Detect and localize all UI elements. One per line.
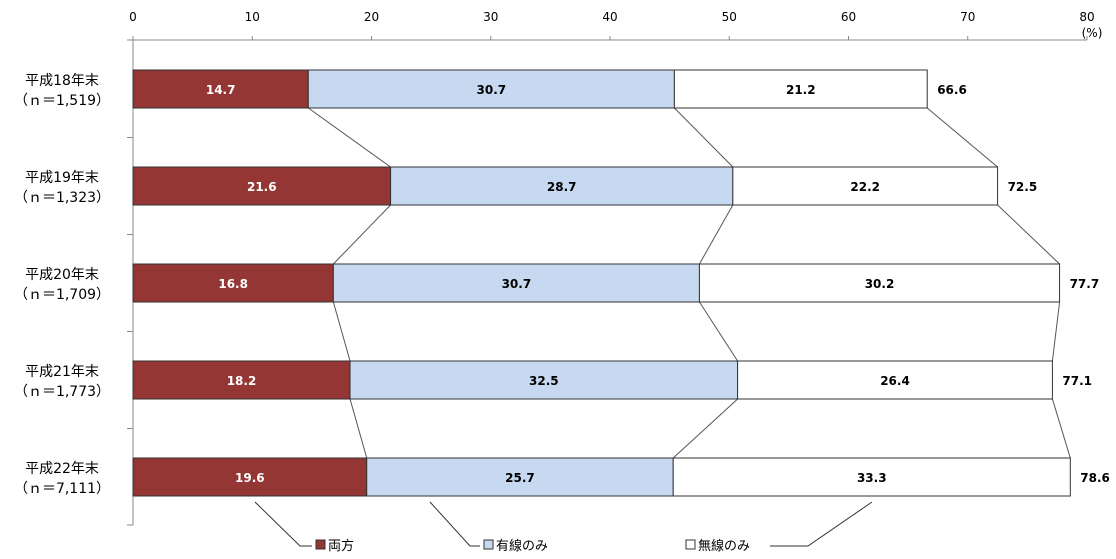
bar-total-label: 77.1	[1062, 374, 1092, 388]
x-tick-label: 0	[129, 10, 137, 24]
bar-segment	[698, 263, 1061, 303]
connector-layer	[308, 107, 1071, 459]
connector-line	[349, 398, 368, 459]
connector-line	[699, 204, 734, 265]
bar-value-label: 16.8	[218, 277, 248, 291]
bar-segment	[737, 360, 1053, 400]
connector-line	[674, 107, 734, 168]
bar-segment	[349, 360, 739, 400]
bar-value-label: 22.2	[850, 180, 880, 194]
category-sample-size: （ｎ＝1,773）	[14, 384, 110, 400]
bar-segment	[732, 166, 999, 206]
connector-line	[926, 107, 998, 168]
label-layer: 平成18年末 （ｎ＝1,519） 平成19年末 （ｎ＝1,323） 平成20年末 （ｎ＝1…	[14, 73, 1110, 497]
connector-line	[1051, 301, 1061, 362]
legend-swatch	[483, 539, 494, 550]
bar-total-label: 78.6	[1080, 471, 1110, 485]
legend-label: 両方	[328, 538, 354, 554]
bar-value-label: 14.7	[206, 83, 236, 97]
bar-segment	[390, 166, 734, 206]
bar-segment	[673, 69, 928, 109]
connector-line	[699, 301, 739, 362]
bar-value-label: 18.2	[227, 374, 257, 388]
bar-segment	[132, 166, 392, 206]
legend-swatch	[685, 539, 696, 550]
connector-line	[332, 204, 391, 265]
x-tick-label: 40	[602, 10, 617, 24]
connector-line	[1051, 398, 1071, 459]
connector-line	[672, 398, 738, 459]
bar-segment	[132, 69, 309, 109]
legend-leader-line	[770, 501, 873, 547]
x-tick-label: 30	[483, 10, 498, 24]
legend-label: 有線のみ	[496, 538, 548, 554]
bar-value-label: 21.6	[247, 180, 277, 194]
bar-value-label: 28.7	[547, 180, 577, 194]
x-axis-unit-label: (%)	[1082, 26, 1103, 40]
bar-value-label: 21.2	[786, 83, 816, 97]
category-label: 平成21年末	[25, 364, 99, 380]
bar-segment	[132, 457, 368, 497]
legend: 両方 有線のみ 無線のみ	[254, 501, 873, 554]
bar-segment	[332, 263, 700, 303]
bar-value-label: 30.2	[865, 277, 895, 291]
legend-leader-line	[429, 501, 480, 547]
bar-value-label: 30.7	[477, 83, 507, 97]
category-sample-size: （ｎ＝1,519）	[14, 93, 110, 109]
x-tick-label: 60	[841, 10, 856, 24]
bar-value-label: 33.3	[857, 471, 887, 485]
category-label: 平成20年末	[25, 267, 99, 283]
x-tick-label: 50	[722, 10, 737, 24]
category-sample-size: （ｎ＝7,111）	[14, 481, 110, 497]
bar-segment	[307, 69, 675, 109]
bar-value-label: 30.7	[502, 277, 532, 291]
category-sample-size: （ｎ＝1,709）	[14, 287, 110, 303]
bar-segment	[132, 360, 351, 400]
bar-value-label: 25.7	[505, 471, 535, 485]
bar-segment	[672, 457, 1071, 497]
legend-swatch	[315, 539, 326, 550]
bar-value-label: 32.5	[529, 374, 559, 388]
x-tick-label: 70	[960, 10, 975, 24]
bar-value-label: 19.6	[235, 471, 265, 485]
connector-line	[997, 204, 1060, 265]
bar-value-label: 26.4	[880, 374, 910, 388]
bar-segment	[132, 263, 334, 303]
bar-segment	[366, 457, 674, 497]
x-tick-label: 20	[364, 10, 379, 24]
legend-leader-line	[254, 501, 312, 547]
category-sample-size: （ｎ＝1,323）	[14, 190, 110, 206]
connector-line	[332, 301, 351, 362]
category-label: 平成22年末	[25, 461, 99, 477]
axis-layer: 0 10 20 30 40 50 60 70 80 (%)	[127, 10, 1103, 526]
x-tick-label: 10	[245, 10, 260, 24]
bar-layer	[132, 69, 1071, 497]
x-tick-label: 80	[1079, 10, 1094, 24]
legend-label: 無線のみ	[698, 538, 750, 554]
bar-total-label: 72.5	[1008, 180, 1038, 194]
category-label: 平成18年末	[25, 73, 99, 89]
connector-line	[308, 107, 391, 168]
bar-total-label: 66.6	[937, 83, 967, 97]
category-label: 平成19年末	[25, 170, 99, 186]
bar-total-label: 77.7	[1070, 277, 1100, 291]
